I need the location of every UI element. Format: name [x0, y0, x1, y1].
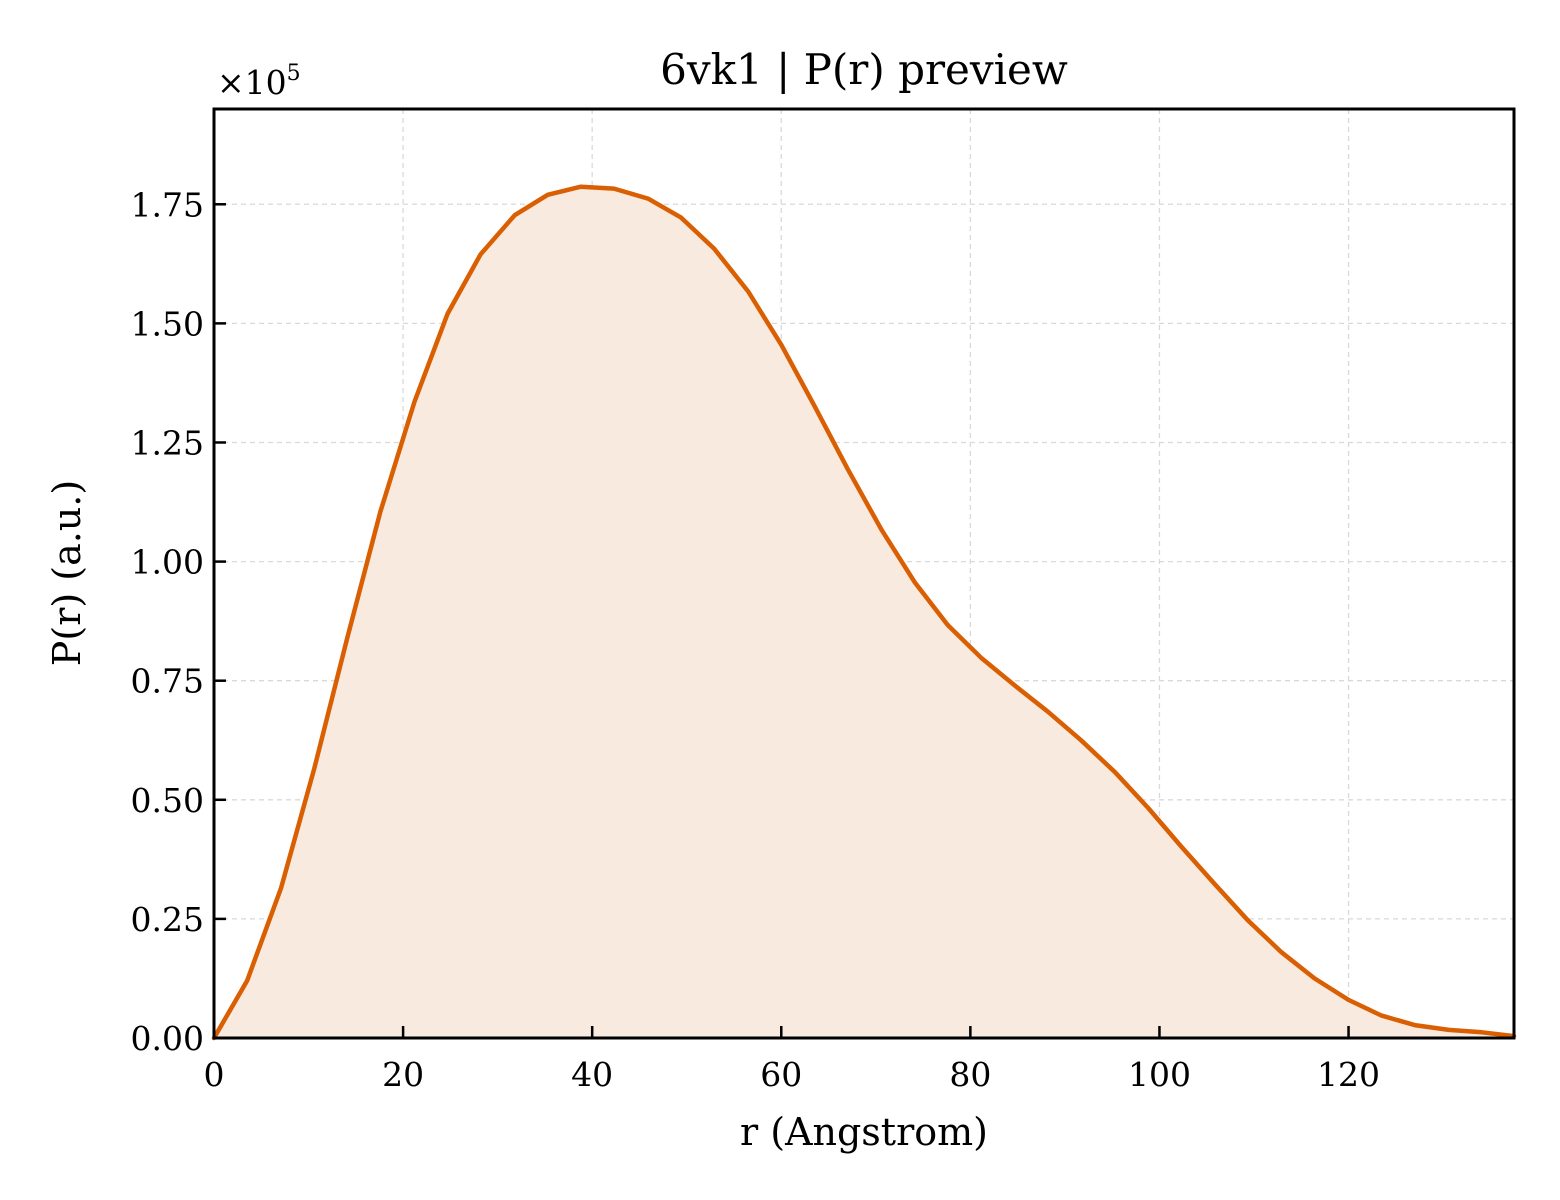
- y-tick-label: 0.00: [131, 1019, 204, 1058]
- x-tick-label: 80: [949, 1055, 991, 1094]
- y-tick-label: 1.00: [131, 543, 204, 582]
- y-tick-label: 1.25: [131, 423, 204, 462]
- chart-title: 6vk1 | P(r) preview: [660, 45, 1068, 94]
- y-axis: 0.00 0.25 0.50 0.75 1.00 1.25 1.50 1.75: [131, 185, 226, 1058]
- x-tick-label: 40: [571, 1055, 613, 1094]
- x-tick-label: 20: [382, 1055, 424, 1094]
- x-tick-label: 60: [760, 1055, 802, 1094]
- x-tick-label: 0: [204, 1055, 225, 1094]
- series-line: [211, 184, 1517, 1041]
- y-tick-label: 0.25: [131, 900, 204, 939]
- x-tick-label: 100: [1128, 1055, 1191, 1094]
- x-tick-label: 120: [1317, 1055, 1380, 1094]
- plot-frame: [212, 107, 1516, 1040]
- area-fill: [214, 186, 1514, 1038]
- y-tick-label: 1.50: [131, 304, 204, 343]
- y-axis-label: P(r) (a.u.): [45, 480, 89, 666]
- y-tick-label: 0.75: [131, 662, 204, 701]
- y-multiplier: ×105: [217, 61, 301, 102]
- x-axis: 0 20 40 60 80 100 120: [204, 1026, 1380, 1094]
- y-tick-label: 1.75: [131, 185, 204, 224]
- x-axis-label: r (Angstrom): [740, 1110, 988, 1154]
- y-tick-label: 0.50: [131, 781, 204, 820]
